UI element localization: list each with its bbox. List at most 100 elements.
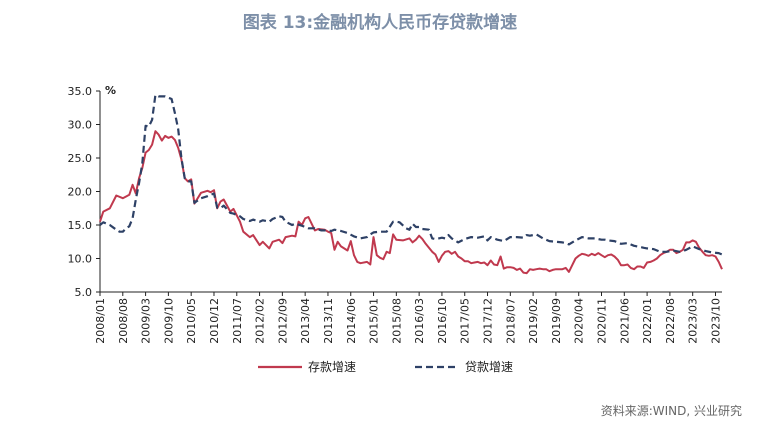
data-point bbox=[555, 241, 556, 242]
data-point bbox=[679, 251, 680, 252]
y-tick-label: 30.0 bbox=[68, 119, 93, 132]
data-point bbox=[152, 119, 153, 120]
data-point bbox=[402, 240, 403, 241]
data-point bbox=[682, 251, 683, 252]
x-tick-label: 2010/12 bbox=[208, 298, 221, 344]
data-point bbox=[373, 237, 374, 238]
y-tick-label: 10.0 bbox=[68, 253, 93, 266]
data-point bbox=[464, 239, 465, 240]
data-point bbox=[142, 163, 143, 164]
data-point bbox=[412, 223, 413, 224]
data-point bbox=[292, 224, 293, 225]
data-point bbox=[689, 242, 690, 243]
data-point bbox=[262, 241, 263, 242]
data-point bbox=[327, 230, 328, 231]
data-point bbox=[653, 249, 654, 250]
data-point bbox=[614, 256, 615, 257]
data-point bbox=[620, 265, 621, 266]
data-point bbox=[376, 255, 377, 256]
data-point bbox=[448, 251, 449, 252]
data-point bbox=[676, 253, 677, 254]
source-note: 资料来源:WIND, 兴业研究 bbox=[600, 404, 742, 418]
data-point bbox=[546, 269, 547, 270]
data-point bbox=[360, 238, 361, 239]
data-point bbox=[484, 236, 485, 237]
data-point bbox=[233, 213, 234, 214]
data-point bbox=[686, 249, 687, 250]
data-point bbox=[415, 226, 416, 227]
y-tick-label: 20.0 bbox=[68, 186, 93, 199]
data-point bbox=[555, 269, 556, 270]
data-point bbox=[598, 253, 599, 254]
data-point bbox=[295, 223, 296, 224]
data-point bbox=[353, 236, 354, 237]
data-point bbox=[396, 239, 397, 240]
data-point bbox=[217, 207, 218, 208]
data-point bbox=[187, 181, 188, 182]
data-point bbox=[493, 264, 494, 265]
data-point bbox=[168, 97, 169, 98]
data-point bbox=[161, 96, 162, 97]
data-point bbox=[568, 244, 569, 245]
data-point bbox=[448, 235, 449, 236]
data-point bbox=[565, 267, 566, 268]
data-point bbox=[269, 221, 270, 222]
data-point bbox=[148, 126, 149, 127]
data-point bbox=[168, 137, 169, 138]
data-point bbox=[223, 199, 224, 200]
data-point bbox=[702, 251, 703, 252]
data-point bbox=[412, 242, 413, 243]
data-point bbox=[347, 232, 348, 233]
data-point bbox=[634, 245, 635, 246]
data-point bbox=[588, 255, 589, 256]
data-point bbox=[132, 218, 133, 219]
y-tick-label: 5.0 bbox=[75, 286, 93, 299]
data-point bbox=[480, 263, 481, 264]
data-point bbox=[386, 231, 387, 232]
data-point bbox=[454, 251, 455, 252]
data-point bbox=[129, 226, 130, 227]
data-point bbox=[643, 247, 644, 248]
data-point bbox=[549, 241, 550, 242]
data-point bbox=[451, 238, 452, 239]
y-axis-unit-label: % bbox=[105, 84, 116, 97]
data-point bbox=[575, 240, 576, 241]
data-point bbox=[510, 237, 511, 238]
series-layer bbox=[99, 93, 723, 275]
data-point bbox=[126, 228, 127, 229]
data-point bbox=[370, 264, 371, 265]
data-point bbox=[155, 94, 156, 95]
data-point bbox=[474, 262, 475, 263]
y-tick-label: 25.0 bbox=[68, 152, 93, 165]
data-point bbox=[347, 250, 348, 251]
data-point bbox=[191, 181, 192, 182]
data-point bbox=[152, 144, 153, 145]
data-point bbox=[565, 243, 566, 244]
data-point bbox=[425, 243, 426, 244]
data-point bbox=[366, 237, 367, 238]
data-point bbox=[230, 212, 231, 213]
x-axis: 2008/01 2008/08 2009/03 2009/10 2010/05 2010/… bbox=[94, 292, 722, 344]
data-point bbox=[699, 249, 700, 250]
data-point bbox=[451, 253, 452, 254]
data-point bbox=[158, 134, 159, 135]
data-point bbox=[165, 135, 166, 136]
x-tick-label: 2020/04 bbox=[573, 298, 586, 344]
data-point bbox=[301, 225, 302, 226]
data-point bbox=[415, 239, 416, 240]
data-point bbox=[419, 226, 420, 227]
data-point bbox=[520, 268, 521, 269]
data-point bbox=[497, 239, 498, 240]
data-point bbox=[292, 235, 293, 236]
data-point bbox=[220, 201, 221, 202]
data-point bbox=[692, 240, 693, 241]
data-point bbox=[239, 216, 240, 217]
data-point bbox=[318, 228, 319, 229]
data-point bbox=[262, 220, 263, 221]
data-point bbox=[441, 255, 442, 256]
data-point bbox=[438, 238, 439, 239]
data-point bbox=[594, 255, 595, 256]
data-point bbox=[272, 218, 273, 219]
data-point bbox=[366, 261, 367, 262]
data-point bbox=[331, 230, 332, 231]
